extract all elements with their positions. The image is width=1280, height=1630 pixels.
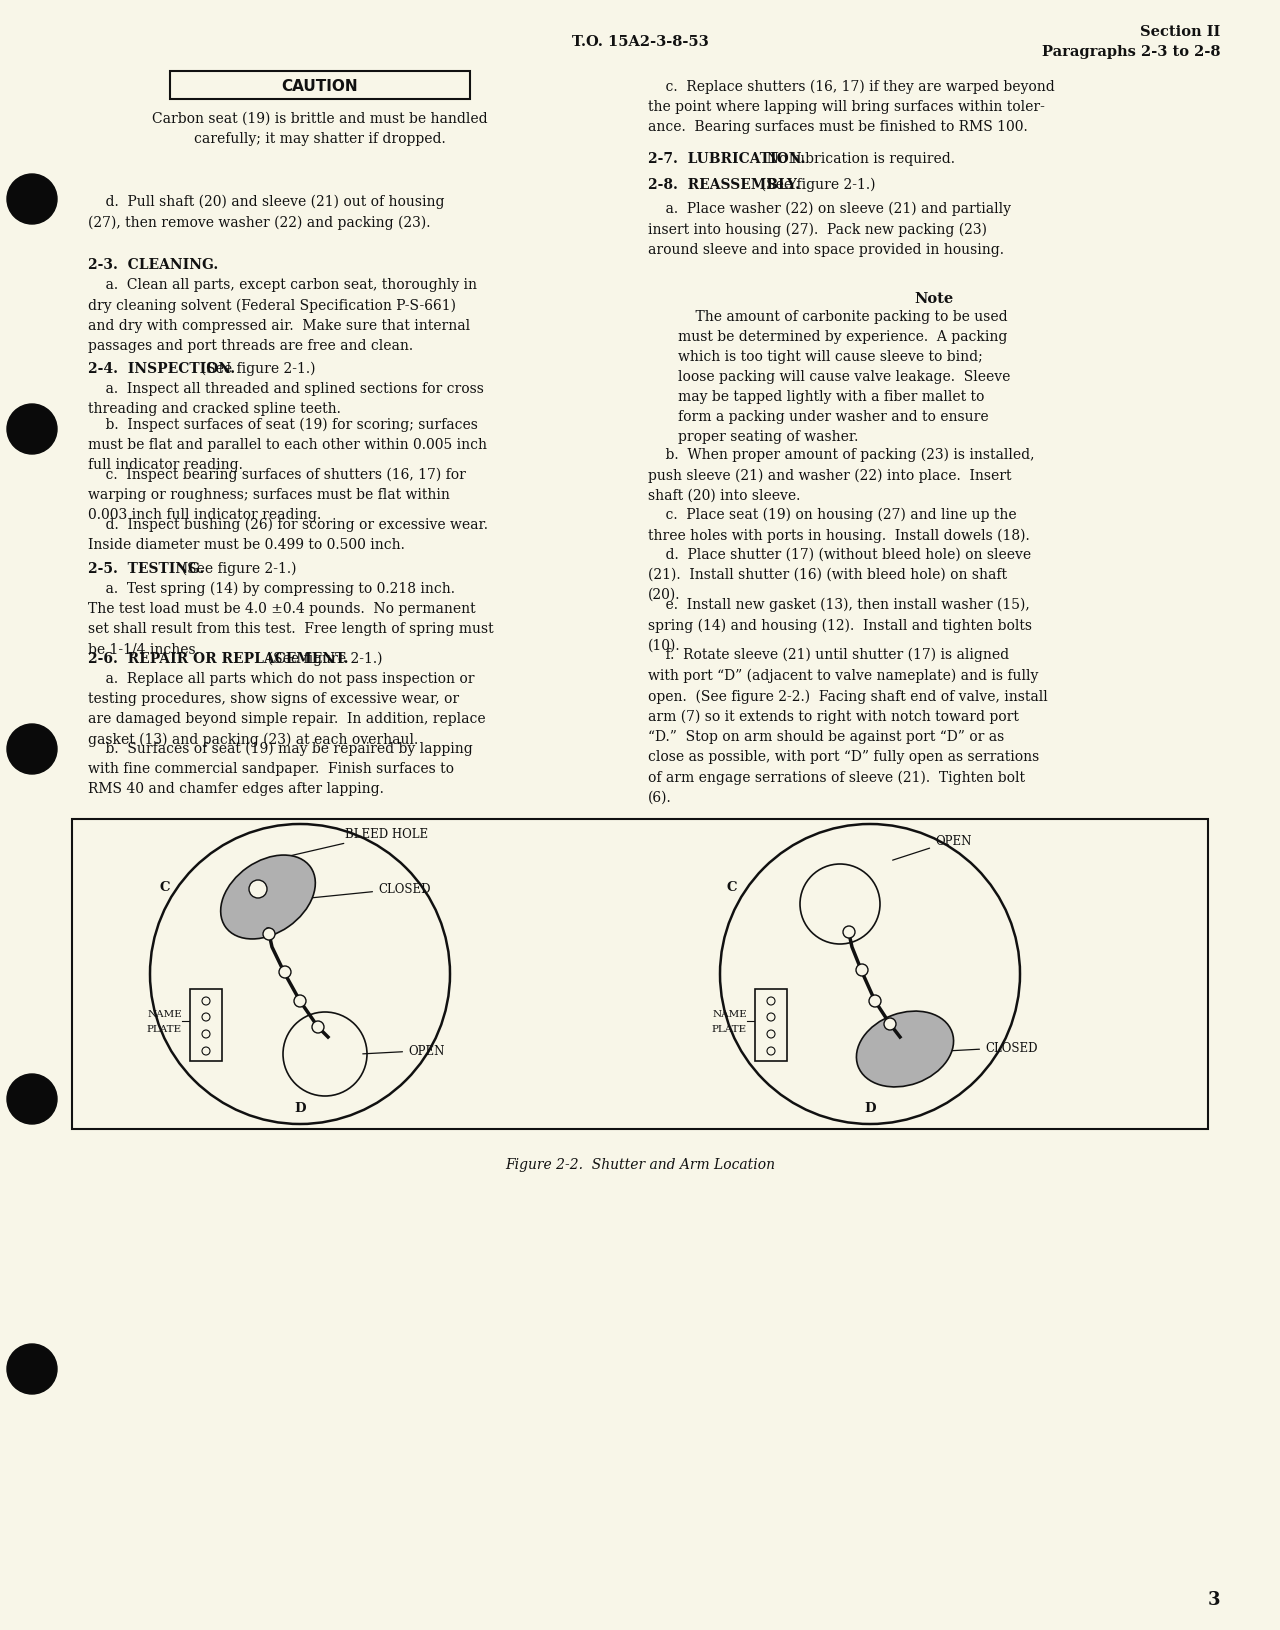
Circle shape: [6, 1074, 58, 1125]
Text: 2-8.  REASSEMBLY.: 2-8. REASSEMBLY.: [648, 178, 800, 192]
Circle shape: [279, 967, 291, 978]
Text: NAME: NAME: [712, 1011, 748, 1019]
Circle shape: [767, 998, 774, 1006]
Text: Carbon seat (19) is brittle and must be handled
carefully; it may shatter if dro: Carbon seat (19) is brittle and must be …: [152, 112, 488, 145]
Text: a.  Place washer (22) on sleeve (21) and partially
insert into housing (27).  Pa: a. Place washer (22) on sleeve (21) and …: [648, 202, 1011, 258]
Text: b.  Inspect surfaces of seat (19) for scoring; surfaces
must be flat and paralle: b. Inspect surfaces of seat (19) for sco…: [88, 417, 486, 473]
Circle shape: [884, 1019, 896, 1030]
Text: 3: 3: [1207, 1589, 1220, 1609]
Text: f.  Rotate sleeve (21) until shutter (17) is aligned
with port “D” (adjacent to : f. Rotate sleeve (21) until shutter (17)…: [648, 647, 1048, 805]
Text: OPEN: OPEN: [362, 1045, 444, 1058]
Text: Paragraphs 2-3 to 2-8: Paragraphs 2-3 to 2-8: [1042, 46, 1220, 59]
Circle shape: [767, 1030, 774, 1038]
Text: (See figure 2-1.): (See figure 2-1.): [173, 562, 297, 575]
Circle shape: [6, 725, 58, 774]
Circle shape: [767, 1014, 774, 1022]
Text: 2-3.  CLEANING.: 2-3. CLEANING.: [88, 258, 219, 272]
Ellipse shape: [856, 1012, 954, 1087]
Text: 2-7.  LUBRICATION.: 2-7. LUBRICATION.: [648, 152, 805, 166]
Text: NAME: NAME: [147, 1011, 182, 1019]
Text: 2-6.  REPAIR OR REPLACEMENT.: 2-6. REPAIR OR REPLACEMENT.: [88, 652, 348, 665]
Text: Note: Note: [914, 292, 954, 306]
Text: CLOSED: CLOSED: [303, 882, 430, 900]
Text: a.  Inspect all threaded and splined sections for cross
threading and cracked sp: a. Inspect all threaded and splined sect…: [88, 381, 484, 416]
Circle shape: [312, 1022, 324, 1033]
Text: PLATE: PLATE: [712, 1025, 748, 1033]
Bar: [755, 989, 787, 1061]
Circle shape: [6, 1345, 58, 1394]
Circle shape: [202, 1014, 210, 1022]
Text: OPEN: OPEN: [892, 835, 972, 861]
Text: a.  Clean all parts, except carbon seat, thoroughly in
dry cleaning solvent (Fed: a. Clean all parts, except carbon seat, …: [88, 277, 477, 352]
Circle shape: [202, 998, 210, 1006]
Text: b.  When proper amount of packing (23) is installed,
push sleeve (21) and washer: b. When proper amount of packing (23) is…: [648, 448, 1034, 502]
Text: a.  Test spring (14) by compressing to 0.218 inch.
The test load must be 4.0 ±0.: a. Test spring (14) by compressing to 0.…: [88, 582, 494, 657]
Text: C: C: [160, 880, 170, 893]
Bar: [170, 72, 470, 99]
Text: The amount of carbonite packing to be used
must be determined by experience.  A : The amount of carbonite packing to be us…: [678, 310, 1010, 443]
Text: a.  Replace all parts which do not pass inspection or
testing procedures, show s: a. Replace all parts which do not pass i…: [88, 672, 485, 747]
Text: No lubrication is required.: No lubrication is required.: [758, 152, 955, 166]
Circle shape: [844, 926, 855, 939]
Text: CAUTION: CAUTION: [282, 78, 358, 93]
Circle shape: [202, 1030, 210, 1038]
Text: CLOSED: CLOSED: [948, 1042, 1038, 1055]
Circle shape: [294, 996, 306, 1007]
Text: b.  Surfaces of seat (19) may be repaired by lapping
with fine commercial sandpa: b. Surfaces of seat (19) may be repaired…: [88, 742, 472, 795]
Circle shape: [767, 1048, 774, 1055]
Text: e.  Install new gasket (13), then install washer (15),
spring (14) and housing (: e. Install new gasket (13), then install…: [648, 598, 1032, 652]
Text: BLEED HOLE: BLEED HOLE: [288, 828, 428, 857]
Text: (See figure 2-1.): (See figure 2-1.): [751, 178, 876, 192]
Circle shape: [856, 965, 868, 976]
Text: Figure 2-2.  Shutter and Arm Location: Figure 2-2. Shutter and Arm Location: [506, 1157, 774, 1172]
Text: C: C: [727, 880, 737, 893]
Text: Section II: Section II: [1139, 24, 1220, 39]
Circle shape: [202, 1048, 210, 1055]
Text: (See figure 2-1.): (See figure 2-1.): [192, 362, 315, 377]
Text: D: D: [864, 1100, 876, 1113]
Text: PLATE: PLATE: [147, 1025, 182, 1033]
Text: d.  Place shutter (17) (without bleed hole) on sleeve
(21).  Install shutter (16: d. Place shutter (17) (without bleed hol…: [648, 548, 1032, 601]
Text: c.  Place seat (19) on housing (27) and line up the
three holes with ports in ho: c. Place seat (19) on housing (27) and l…: [648, 507, 1029, 543]
Ellipse shape: [220, 856, 315, 939]
Text: c.  Inspect bearing surfaces of shutters (16, 17) for
warping or roughness; surf: c. Inspect bearing surfaces of shutters …: [88, 468, 466, 522]
Circle shape: [6, 404, 58, 455]
Circle shape: [869, 996, 881, 1007]
Circle shape: [250, 880, 268, 898]
Text: d.  Inspect bushing (26) for scoring or excessive wear.
Inside diameter must be : d. Inspect bushing (26) for scoring or e…: [88, 518, 488, 553]
Bar: [189, 989, 221, 1061]
Text: (See figure 2-1.): (See figure 2-1.): [259, 652, 383, 667]
Circle shape: [6, 174, 58, 225]
Text: 2-4.  INSPECTION.: 2-4. INSPECTION.: [88, 362, 236, 377]
Text: d.  Pull shaft (20) and sleeve (21) out of housing
(27), then remove washer (22): d. Pull shaft (20) and sleeve (21) out o…: [88, 196, 444, 230]
Bar: [72, 820, 1208, 1130]
Text: D: D: [294, 1100, 306, 1113]
Text: 2-5.  TESTING.: 2-5. TESTING.: [88, 562, 205, 575]
Circle shape: [262, 929, 275, 941]
Text: c.  Replace shutters (16, 17) if they are warped beyond
the point where lapping : c. Replace shutters (16, 17) if they are…: [648, 80, 1055, 134]
Text: T.O. 15A2-3-8-53: T.O. 15A2-3-8-53: [572, 34, 708, 49]
